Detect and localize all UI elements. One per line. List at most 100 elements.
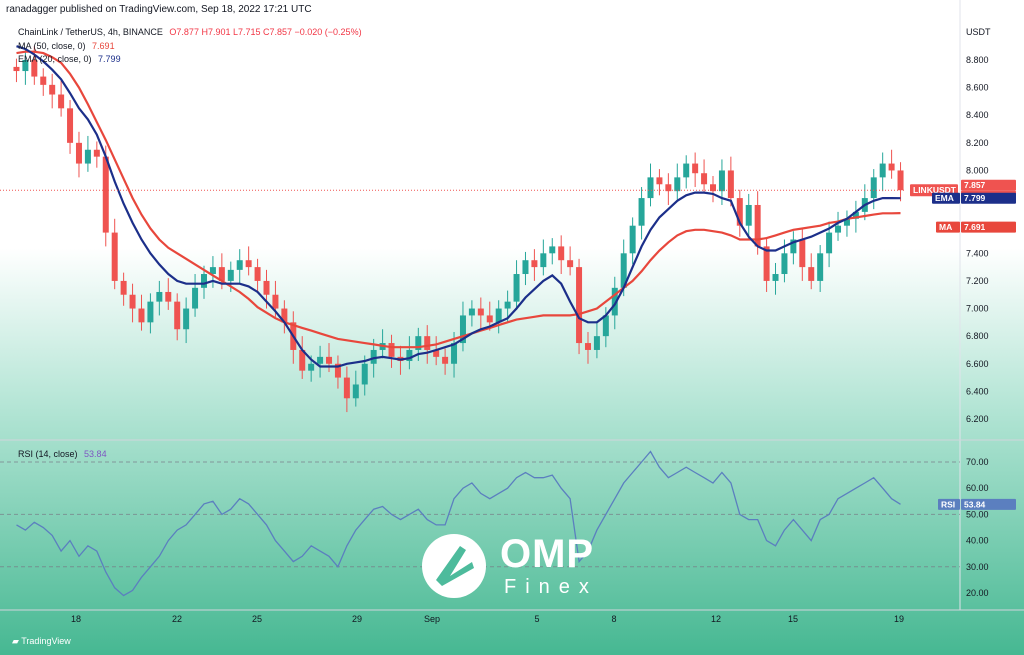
rsi-tick-label: 30.00 [966, 562, 989, 572]
omp-logo-icon [422, 534, 486, 598]
candle-body [245, 260, 252, 268]
candle-body [67, 108, 74, 143]
rsi-pane [16, 450, 901, 597]
candle-body [486, 315, 493, 323]
candle-body [602, 315, 609, 337]
candle-body [209, 267, 216, 275]
price-tick-label: 7.000 [966, 304, 989, 314]
rsi-tag-bg [938, 498, 960, 510]
candle-body [540, 253, 547, 268]
candle-body [120, 280, 127, 295]
candle-body [754, 204, 761, 247]
ma-tag: MA [939, 222, 952, 232]
candle-body [576, 267, 583, 344]
time-tick-label: 25 [252, 614, 262, 624]
last-price-tag-bg [961, 179, 1016, 191]
symbol-tag: LINKUSDT [913, 185, 957, 195]
price-tick-label: 6.400 [966, 386, 989, 396]
price-tick-label: 8.000 [966, 165, 989, 175]
candle-body [58, 94, 65, 109]
last-price-tag: 7.857 [964, 180, 986, 190]
ma-value-tag-bg [961, 221, 1016, 233]
candle-body [701, 173, 708, 185]
time-tick-label: 29 [352, 614, 362, 624]
background-gradient [0, 248, 1024, 655]
candle-body [93, 149, 100, 157]
candle-body [656, 177, 663, 185]
ema-tag: EMA [935, 193, 954, 203]
candle-body [531, 260, 538, 268]
candle-body [227, 269, 234, 281]
candle-body [674, 177, 681, 192]
candle-body [710, 184, 717, 192]
candle-body [13, 66, 20, 72]
candle-body [165, 291, 172, 302]
candle-body [75, 142, 82, 164]
tradingview-icon: ▰ [12, 636, 22, 646]
candle-body [593, 336, 600, 350]
rsi-legend[interactable]: RSI (14, close) 53.84 [18, 449, 107, 459]
candle-body [102, 156, 109, 233]
tradingview-brand[interactable]: ▰ TradingView [12, 636, 71, 647]
ma-legend[interactable]: MA (50, close, 0) 7.691 [18, 41, 115, 51]
ema-value-tag: 7.799 [964, 193, 986, 203]
candle-body [897, 170, 904, 191]
candle-body [200, 274, 207, 288]
logo-subtitle: Finex [504, 576, 598, 598]
candle-body [218, 267, 225, 281]
candle-body [192, 287, 199, 309]
candle-body [138, 308, 145, 323]
candle-body [263, 280, 270, 295]
candle-body [308, 363, 315, 371]
candle-body [727, 170, 734, 199]
candle-body [370, 349, 377, 364]
ma-value-tag: 7.691 [964, 222, 986, 232]
candle-body [790, 239, 797, 254]
time-tick-label: 22 [172, 614, 182, 624]
time-tick-label: Sep [424, 614, 440, 624]
ema-tag-bg [932, 192, 960, 204]
candle-body [826, 232, 833, 254]
ma-legend-value: 7.691 [92, 41, 115, 51]
candle-body [326, 356, 333, 364]
candle-body [504, 301, 511, 309]
candle-body [888, 163, 895, 171]
candle-body [817, 253, 824, 281]
time-tick-label: 5 [534, 614, 539, 624]
symbol-legend[interactable]: ChainLink / TetherUS, 4h, BINANCE O7.877… [18, 27, 362, 37]
ema-legend[interactable]: EMA (20, close, 0) 7.799 [18, 54, 121, 64]
candle-body [183, 308, 190, 330]
price-tick-label: 7.400 [966, 248, 989, 258]
ema-legend-label: EMA (20, close, 0) [18, 54, 92, 64]
candle-body [459, 315, 466, 344]
candle-body [388, 343, 395, 357]
price-tick-label: 8.400 [966, 110, 989, 120]
candle-body [334, 363, 341, 378]
candle-body [584, 343, 591, 350]
candle-body [299, 349, 306, 371]
candle-body [745, 204, 752, 226]
candle-body [147, 301, 154, 323]
publish-info: ranadagger published on TradingView.com,… [6, 4, 312, 15]
candle-body [835, 225, 842, 233]
candle-body [763, 246, 770, 281]
candle-body [549, 246, 556, 254]
candle-body [647, 177, 654, 199]
omp-finex-logo: OMP Finex [420, 532, 620, 602]
candle-body [84, 149, 91, 164]
ema-legend-value: 7.799 [98, 54, 121, 64]
candle-body [495, 308, 502, 323]
rsi-tick-label: 60.00 [966, 483, 989, 493]
rsi-tick-label: 70.00 [966, 457, 989, 467]
candle-body [468, 308, 475, 316]
candle-body [424, 336, 431, 350]
candle-body [852, 211, 859, 219]
candle-body [665, 184, 672, 192]
candle-body [281, 308, 288, 323]
candle-body [843, 218, 850, 226]
time-tick-label: 15 [788, 614, 798, 624]
candle-body [638, 198, 645, 226]
candle-body [808, 267, 815, 281]
rsi-value-tag-bg [961, 498, 1016, 510]
